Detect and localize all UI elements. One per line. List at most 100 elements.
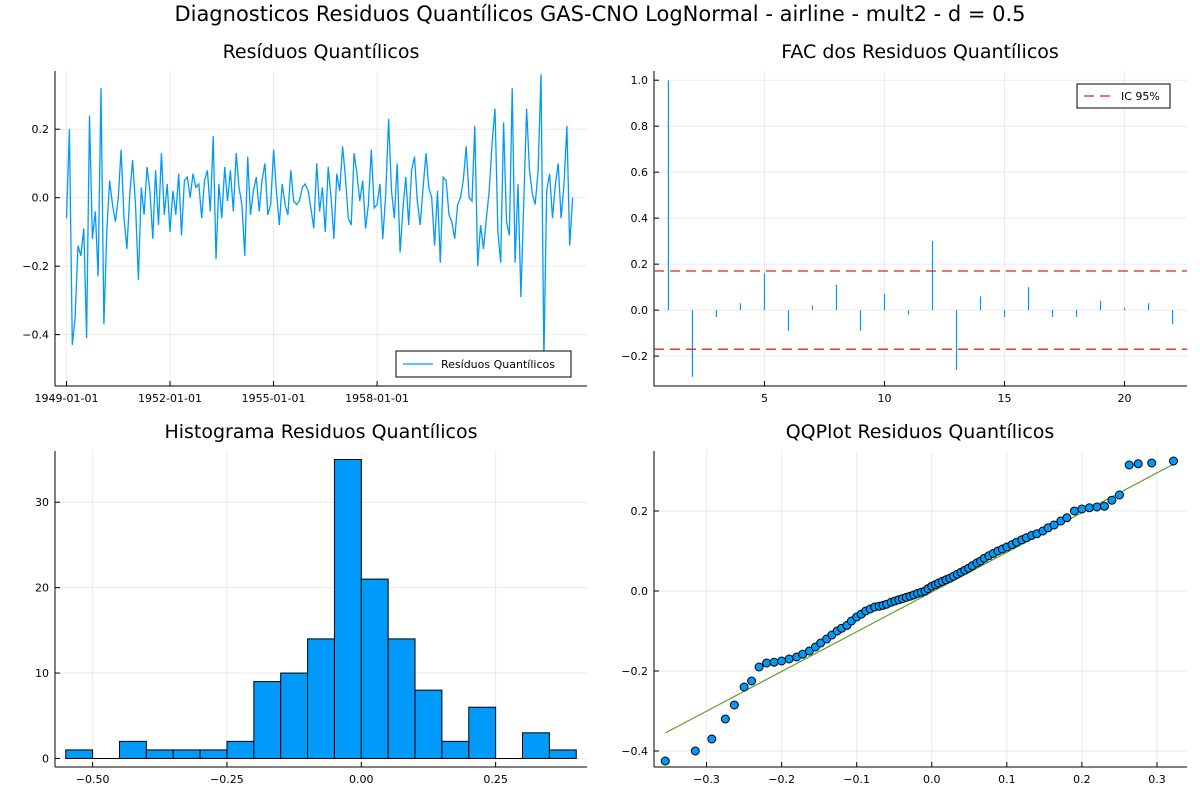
acf-title: FAC dos Residuos Quantílicos [781, 41, 1059, 63]
qqplot-point [1133, 459, 1143, 469]
qqplot-point [707, 734, 717, 744]
x-tick-label: 20 [1118, 392, 1132, 405]
histogram-bar [280, 672, 309, 759]
residuals-panel: Resíduos Quantílicos 1949-01-01 1952-01-0… [22, 41, 587, 405]
qqplot-point [769, 657, 779, 667]
y-tick-label: 30 [35, 496, 49, 509]
x-tick-label: 0.0 [923, 773, 941, 786]
qqplot-point [1092, 502, 1102, 512]
qqplot-point [1099, 501, 1109, 511]
histogram-bar [253, 681, 282, 759]
qqplot-point [754, 662, 764, 672]
histogram-bar [387, 638, 416, 759]
qqplot-point [1124, 460, 1134, 470]
histogram-bar [307, 638, 335, 759]
y-tick-label: 0.2 [631, 505, 649, 518]
y-tick-label: 0.8 [631, 120, 649, 133]
qqplot-point [777, 656, 787, 666]
x-tick-label: −0.50 [76, 773, 110, 786]
qqplot-point [660, 756, 670, 766]
qqplot-point [690, 746, 700, 756]
histogram-bar [548, 749, 577, 759]
histogram-bar [360, 578, 389, 759]
x-tick-label: 1952-01-01 [138, 392, 202, 405]
x-tick-label: 0.1 [998, 773, 1016, 786]
y-tick-label: 1.0 [631, 74, 649, 87]
y-tick-label: 0.0 [631, 304, 649, 317]
y-tick-label: 0.0 [631, 585, 649, 598]
histogram-bar [199, 749, 228, 759]
x-tick-label: 1949-01-01 [35, 392, 99, 405]
histogram-ticks: −0.50 −0.25 0.00 0.25 0 10 20 30 [35, 496, 508, 786]
residuals-legend-label: Resíduos Quantílicos [441, 358, 555, 371]
x-tick-label: 1958-01-01 [345, 392, 409, 405]
qqplot-title: QQPlot Residuos Quantílicos [786, 421, 1055, 443]
residuals-series-line [65, 74, 574, 359]
histogram-bar [226, 740, 255, 759]
x-tick-label: 0.2 [1073, 773, 1091, 786]
x-tick-label: 0.00 [349, 773, 374, 786]
acf-legend: IC 95% [1076, 83, 1171, 109]
histogram-bar [333, 459, 362, 759]
y-tick-label: 0.4 [631, 212, 649, 225]
histogram-bar [145, 749, 174, 759]
qqplot-point [1147, 458, 1157, 468]
histogram-bar [65, 749, 94, 759]
x-tick-label: 15 [998, 392, 1012, 405]
qqplot-point [720, 714, 730, 724]
qqplot-point [747, 676, 757, 686]
x-tick-label: 0.25 [483, 773, 508, 786]
x-tick-label: −0.3 [693, 773, 720, 786]
qqplot-point [1084, 503, 1094, 513]
y-tick-label: −0.4 [621, 745, 648, 758]
qqplot-point [1114, 490, 1124, 500]
x-tick-label: 1955-01-01 [242, 392, 306, 405]
x-tick-label: 0.3 [1148, 773, 1166, 786]
y-tick-label: −0.2 [621, 350, 648, 363]
qqplot-point [729, 700, 739, 710]
figure-suptitle: Diagnosticos Residuos Quantílicos GAS-CN… [174, 2, 1025, 26]
qqplot-points [660, 456, 1178, 766]
histogram-bars [65, 459, 577, 759]
residuals-legend: Resíduos Quantílicos [395, 350, 572, 378]
histogram-bar [468, 706, 497, 759]
x-tick-label: −0.2 [768, 773, 795, 786]
qqplot-point [1107, 495, 1117, 505]
histogram-panel: Histograma Residuos Quantílicos −0.50 −0.… [35, 421, 587, 786]
histogram-title: Histograma Residuos Quantílicos [164, 421, 477, 443]
y-tick-label: 0.2 [631, 258, 649, 271]
residuals-title: Resíduos Quantílicos [223, 41, 420, 63]
qqplot-point [739, 682, 749, 692]
y-tick-label: 10 [35, 667, 49, 680]
qqplot-point [784, 654, 794, 664]
residuals-legend-box [395, 350, 572, 378]
x-tick-label: −0.25 [210, 773, 244, 786]
residuals-grid [55, 71, 587, 386]
qqplot-point [762, 658, 772, 668]
y-tick-label: 0 [42, 752, 49, 765]
qqplot-panel: QQPlot Residuos Quantílicos −0.3 −0.2 −0.1… [621, 421, 1187, 786]
y-tick-label: −0.2 [22, 260, 49, 273]
acf-legend-label: IC 95% [1121, 90, 1160, 103]
x-tick-label: 10 [877, 392, 891, 405]
qqplot-grid [654, 451, 1187, 767]
histogram-bar [172, 749, 201, 759]
y-tick-label: 20 [35, 582, 49, 595]
x-tick-label: −0.1 [843, 773, 870, 786]
histogram-bar [522, 732, 550, 759]
acf-ticks: 5 10 15 20 −0.2 0.0 0.2 0.4 0.6 0.8 1.0 [621, 74, 1131, 405]
y-tick-label: 0.2 [32, 123, 50, 136]
qqplot-ticks: −0.3 −0.2 −0.1 0.0 0.1 0.2 0.3 −0.4 −0.2 0.0 0.2 [621, 505, 1165, 786]
qqplot-point [1062, 513, 1072, 523]
acf-bars [667, 80, 1174, 377]
acf-grid [654, 71, 1187, 386]
qqplot-point [1049, 520, 1059, 530]
qqplot-point [1069, 506, 1079, 516]
y-tick-label: −0.4 [22, 329, 49, 342]
histogram-bar [118, 740, 147, 759]
y-tick-label: 0.0 [32, 192, 50, 205]
x-tick-label: 5 [761, 392, 768, 405]
histogram-bar [441, 740, 470, 759]
acf-panel: FAC dos Residuos Quantílicos 5 10 15 20 −0.2… [621, 41, 1187, 405]
